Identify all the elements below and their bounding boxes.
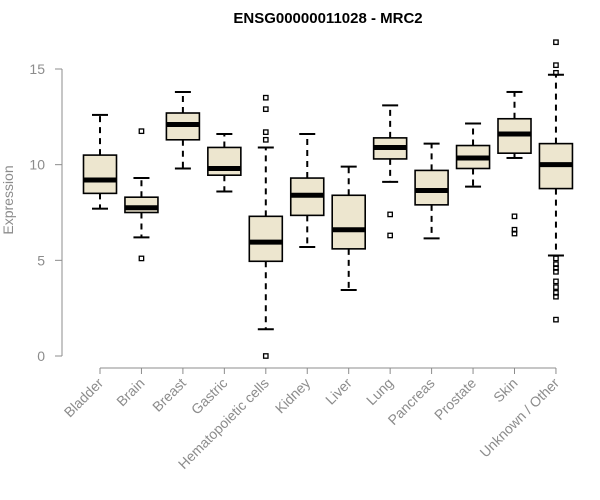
box-1 (82, 113, 118, 210)
iqr-box (331, 194, 367, 250)
box-4 (207, 133, 242, 193)
y-tick-label: 15 (29, 61, 45, 77)
box-9 (414, 142, 449, 240)
iqr-box (82, 154, 118, 195)
box-12 (538, 39, 574, 323)
box-6 (289, 133, 325, 248)
y-axis: 0 5 10 15 (29, 61, 63, 364)
outlier-point (553, 278, 559, 285)
category-label: Lung (363, 375, 396, 408)
outlier-point (262, 106, 269, 113)
outlier-point (387, 211, 394, 218)
y-tick-label: 0 (37, 348, 45, 364)
boxes-group (82, 39, 574, 359)
chart-title: ENSG00000011028 - MRC2 (233, 10, 422, 27)
category-label: Unknown / Other (476, 375, 562, 461)
iqr-box (414, 169, 449, 206)
y-tick-label: 5 (37, 252, 45, 268)
category-label: Breast (149, 375, 189, 415)
outlier-point (553, 268, 559, 275)
category-label: Liver (322, 375, 355, 408)
outlier-point (553, 255, 559, 262)
category-label: Bladder (61, 375, 107, 421)
x-axis (99, 367, 557, 374)
outlier-point (553, 62, 559, 69)
outlier-point (511, 230, 518, 237)
category-label: Skin (490, 375, 521, 406)
outlier-point (138, 255, 145, 262)
outlier-point (262, 129, 269, 135)
outlier-point (553, 69, 559, 76)
category-label: Brain (113, 375, 147, 409)
outlier-point (553, 39, 559, 46)
box-3 (165, 90, 201, 170)
outlier-point (262, 353, 269, 359)
category-label: Kidney (272, 375, 314, 417)
outlier-point (553, 293, 559, 300)
outlier-point (262, 136, 269, 143)
box-2 (124, 128, 159, 262)
outlier-point (138, 128, 145, 135)
box-5 (248, 94, 284, 359)
y-axis-label: Expression (0, 165, 16, 234)
category-label: Prostate (431, 375, 479, 423)
box-10 (455, 122, 491, 188)
iqr-box (248, 215, 284, 263)
outlier-point (262, 94, 269, 101)
outlier-point (553, 316, 559, 323)
outlier-point (553, 284, 559, 290)
outlier-point (511, 213, 518, 220)
box-8 (372, 104, 408, 239)
box-11 (497, 90, 532, 237)
iqr-box (207, 146, 242, 176)
box-7 (331, 165, 367, 291)
y-tick-label: 10 (29, 157, 45, 173)
outlier-point (387, 232, 394, 239)
